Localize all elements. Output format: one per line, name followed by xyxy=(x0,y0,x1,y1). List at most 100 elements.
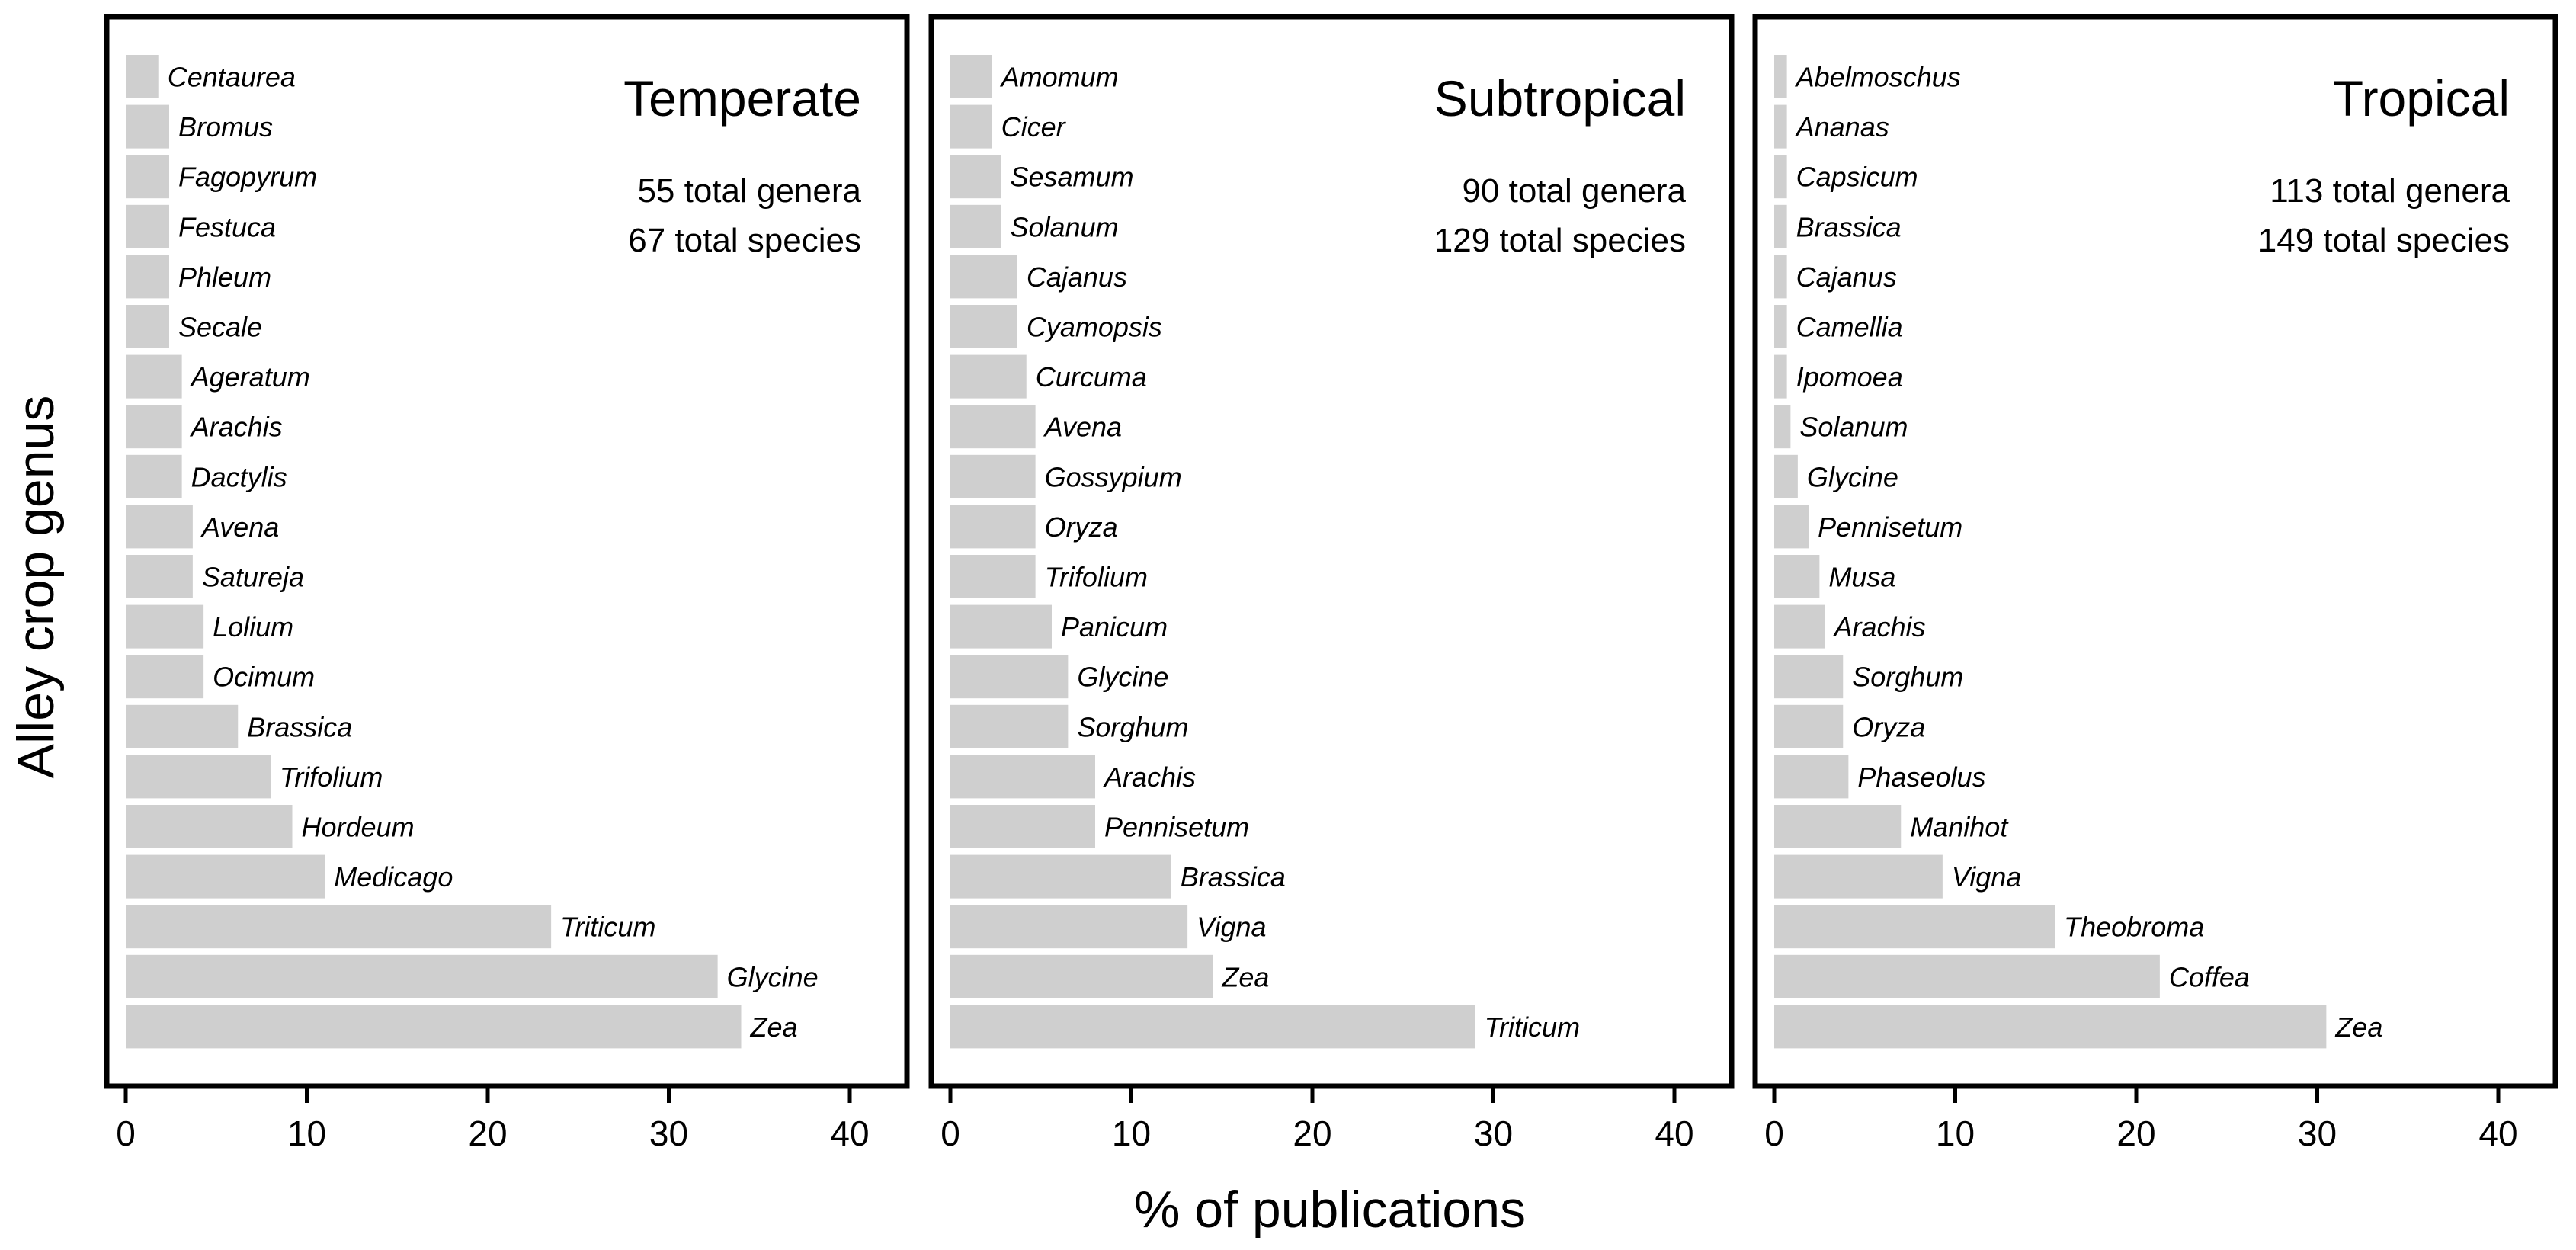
bar-label-temperate-hordeum: Hordeum xyxy=(302,812,415,843)
panel-temperate: Centaurea Bromus Fagopyrum Festuca Phleum Sec… xyxy=(104,14,910,1153)
bar-temperate-trifolium xyxy=(126,755,271,799)
x-tick-label-tropical-0: 0 xyxy=(1764,1114,1784,1153)
bar-subtropical-triticum xyxy=(950,1005,1475,1049)
bar-subtropical-brassica xyxy=(950,854,1171,899)
x-tick-label-tropical-20: 20 xyxy=(2116,1114,2155,1153)
bar-temperate-festuca xyxy=(126,204,169,248)
bar-subtropical-panicum xyxy=(950,604,1052,649)
x-tick-label-temperate-0: 0 xyxy=(116,1114,136,1153)
bar-label-subtropical-avena: Avena xyxy=(1043,412,1122,443)
bar-label-subtropical-amomum: Amomum xyxy=(1000,62,1119,93)
bar-label-subtropical-triticum: Triticum xyxy=(1485,1011,1580,1043)
bar-tropical-oryza xyxy=(1774,704,1844,748)
bar-subtropical-amomum xyxy=(950,55,992,98)
bar-label-temperate-medicago: Medicago xyxy=(334,861,453,893)
bar-temperate-bromus xyxy=(126,104,169,149)
x-tick-label-temperate-10: 10 xyxy=(287,1114,326,1153)
bar-label-subtropical-gossypium: Gossypium xyxy=(1045,461,1182,492)
bar-label-tropical-brassica: Brassica xyxy=(1796,211,1902,242)
bar-label-subtropical-solanum: Solanum xyxy=(1011,211,1119,242)
bar-label-tropical-camellia: Camellia xyxy=(1796,312,1903,343)
bar-label-temperate-phleum: Phleum xyxy=(178,261,271,293)
bar-label-temperate-festuca: Festuca xyxy=(178,211,276,242)
x-tick-label-tropical-30: 30 xyxy=(2298,1114,2337,1153)
bar-tropical-glycine xyxy=(1774,454,1798,498)
x-tick-label-tropical-10: 10 xyxy=(1936,1114,1975,1153)
bar-subtropical-trifolium xyxy=(950,555,1036,598)
bar-label-subtropical-cyamopsis: Cyamopsis xyxy=(1027,312,1162,343)
total-species-temperate: 67 total species xyxy=(628,222,861,259)
panel-tropical: Abelmoschus Ananas Capsicum Brassica Cajanus… xyxy=(1752,14,2558,1153)
bar-label-subtropical-arachis: Arachis xyxy=(1103,761,1196,793)
bar-label-temperate-glycine: Glycine xyxy=(727,961,819,992)
bar-subtropical-sesamum xyxy=(950,155,1001,199)
bar-tropical-arachis xyxy=(1774,604,1825,649)
bar-temperate-zea xyxy=(126,1005,742,1049)
y-axis-label: Alley crop genus xyxy=(7,396,65,779)
bar-label-tropical-ipomoea: Ipomoea xyxy=(1796,361,1903,393)
panel-title-temperate: Temperate xyxy=(623,70,861,127)
bar-label-temperate-fagopyrum: Fagopyrum xyxy=(178,162,317,193)
bar-label-tropical-abelmoschus: Abelmoschus xyxy=(1795,62,1961,93)
bar-subtropical-oryza xyxy=(950,505,1036,549)
bar-tropical-brassica xyxy=(1774,204,1787,248)
bar-temperate-glycine xyxy=(126,954,718,998)
bar-label-temperate-trifolium: Trifolium xyxy=(280,761,383,793)
bar-label-tropical-vigna: Vigna xyxy=(1952,861,2021,893)
bar-tropical-ananas xyxy=(1774,104,1787,149)
bar-label-subtropical-vigna: Vigna xyxy=(1197,912,1266,943)
bar-label-temperate-centaurea: Centaurea xyxy=(168,62,296,93)
bar-subtropical-curcuma xyxy=(950,354,1027,399)
bar-label-temperate-ageratum: Ageratum xyxy=(190,361,310,393)
bar-temperate-ocimum xyxy=(126,655,204,699)
bar-label-temperate-satureja: Satureja xyxy=(202,562,304,593)
bar-tropical-abelmoschus xyxy=(1774,55,1787,98)
bar-tropical-musa xyxy=(1774,555,1820,598)
bar-temperate-avena xyxy=(126,505,193,549)
panel-subtropical: Amomum Cicer Sesamum Solanum Cajanus Cyamopsi… xyxy=(928,14,1735,1153)
bar-label-tropical-solanum: Solanum xyxy=(1799,412,1908,443)
panel-frame-subtropical xyxy=(928,14,1735,1089)
bar-tropical-cajanus xyxy=(1774,255,1787,299)
bar-label-tropical-manihot: Manihot xyxy=(1910,812,2009,843)
bar-label-subtropical-oryza: Oryza xyxy=(1045,511,1118,543)
bar-temperate-lolium xyxy=(126,604,204,649)
x-tick-label-temperate-30: 30 xyxy=(649,1114,688,1153)
bar-subtropical-arachis xyxy=(950,755,1095,799)
bar-label-subtropical-cicer: Cicer xyxy=(1001,111,1067,143)
bar-label-subtropical-sorghum: Sorghum xyxy=(1077,711,1188,742)
total-species-subtropical: 129 total species xyxy=(1434,222,1686,259)
bar-label-tropical-theobroma: Theobroma xyxy=(2064,912,2204,943)
bar-label-tropical-zea: Zea xyxy=(2334,1011,2382,1043)
x-tick-label-subtropical-20: 20 xyxy=(1293,1114,1331,1153)
bar-subtropical-avena xyxy=(950,405,1036,449)
bar-tropical-camellia xyxy=(1774,305,1787,348)
bar-temperate-centaurea xyxy=(126,55,159,98)
bar-label-tropical-capsicum: Capsicum xyxy=(1796,162,1918,193)
bar-label-temperate-bromus: Bromus xyxy=(178,111,273,143)
bar-label-temperate-dactylis: Dactylis xyxy=(191,461,287,492)
bar-subtropical-cicer xyxy=(950,104,992,149)
bar-tropical-zea xyxy=(1774,1005,2327,1049)
bar-temperate-triticum xyxy=(126,905,552,949)
bar-label-temperate-arachis: Arachis xyxy=(190,412,283,443)
bar-tropical-ipomoea xyxy=(1774,354,1787,399)
bar-temperate-ageratum xyxy=(126,354,182,399)
bar-subtropical-sorghum xyxy=(950,704,1069,748)
bar-temperate-secale xyxy=(126,305,169,348)
bar-label-tropical-musa: Musa xyxy=(1828,562,1895,593)
total-genera-tropical: 113 total genera xyxy=(2270,172,2510,210)
bar-tropical-pennisetum xyxy=(1774,505,1809,549)
bar-subtropical-solanum xyxy=(950,204,1001,248)
bar-label-temperate-secale: Secale xyxy=(178,312,262,343)
bar-label-subtropical-zea: Zea xyxy=(1221,961,1269,992)
bar-temperate-fagopyrum xyxy=(126,155,169,199)
x-tick-label-subtropical-0: 0 xyxy=(940,1114,960,1153)
x-tick-label-tropical-40: 40 xyxy=(2478,1114,2517,1153)
bar-subtropical-pennisetum xyxy=(950,805,1095,848)
bar-temperate-medicago xyxy=(126,854,325,899)
bar-temperate-arachis xyxy=(126,405,182,449)
bar-temperate-phleum xyxy=(126,255,169,299)
bar-label-temperate-lolium: Lolium xyxy=(213,611,293,643)
